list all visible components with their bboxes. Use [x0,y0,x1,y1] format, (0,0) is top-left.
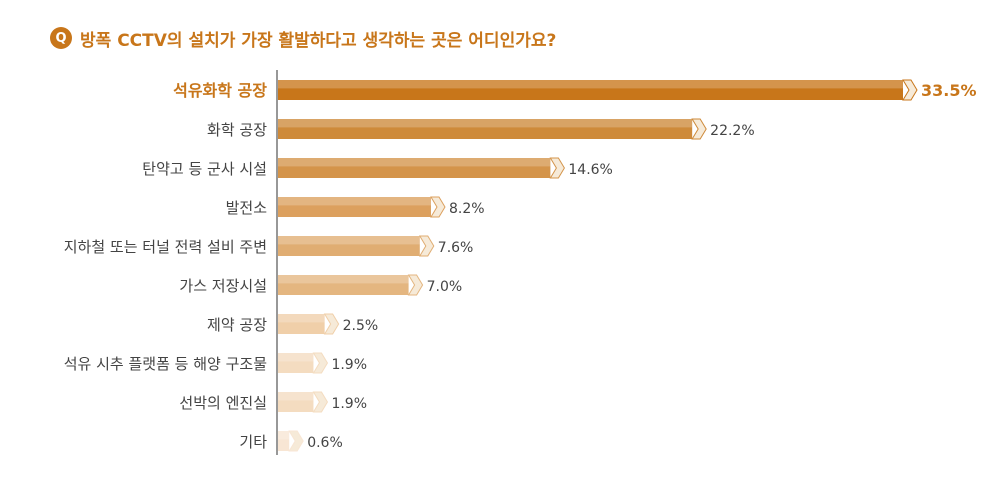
bar-cap-7 [323,313,340,335]
value-label-10: 0.6% [307,435,343,451]
category-label-4: 발전소 [226,199,268,217]
bar-shine-2 [278,119,693,128]
bar-shine-3 [278,158,551,167]
category-label-2: 화학 공장 [207,121,267,139]
bar-cap-6 [407,274,424,296]
bar-cap-2 [691,118,707,140]
bar-cap-4 [430,196,446,218]
question-badge: Q [50,27,72,49]
bar-cap-10 [288,430,304,452]
bar-shine-1 [278,80,903,89]
category-label-9: 선박의 엔진실 [179,394,267,412]
bar-5 [278,236,420,256]
category-label-6: 가스 저장시설 [179,277,267,295]
category-label-3: 탄약고 등 군사 시설 [142,160,267,178]
bar-cap-3 [549,157,565,179]
category-label-7: 제약 공장 [207,316,267,334]
question-title: 방폭 CCTV의 설치가 가장 활발하다고 생각하는 곳은 어디인가요? [80,30,557,51]
bar-shine-4 [278,197,431,206]
bar-cap-5 [418,235,435,257]
bar-shine-6 [278,275,409,284]
category-label-1: 석유화학 공장 [173,81,267,100]
bar-shine-9 [278,392,314,401]
value-label-4: 8.2% [449,201,485,217]
bar-7 [278,314,325,334]
bar-shine-7 [278,314,325,323]
bar-shine-5 [278,236,420,245]
value-label-9: 1.9% [331,396,367,412]
bar-3 [278,158,551,178]
question-title-row: Q 방폭 CCTV의 설치가 가장 활발하다고 생각하는 곳은 어디인가요? [50,24,556,52]
value-label-5: 7.6% [438,240,474,256]
category-label-10: 기타 [239,433,267,451]
bar-8 [278,353,314,373]
value-label-6: 7.0% [427,279,463,295]
bar-1 [278,80,903,100]
bar-9 [278,392,314,412]
value-label-3: 14.6% [568,162,612,178]
bar-cap-8 [312,352,329,374]
value-label-8: 1.9% [331,357,367,373]
value-label-1: 33.5% [921,81,977,100]
bar-2 [278,119,693,139]
value-label-2: 22.2% [710,123,754,139]
category-label-5: 지하철 또는 터널 전력 설비 주변 [64,238,267,256]
bar-10 [278,431,290,451]
value-label-7: 2.5% [343,318,379,334]
bar-shine-10 [278,431,290,440]
bar-cap-9 [312,391,329,413]
bar-cap-1 [902,79,918,101]
category-label-8: 석유 시추 플랫폼 등 해양 구조물 [64,355,267,373]
bar-6 [278,275,409,295]
bar-shine-8 [278,353,314,362]
bar-4 [278,197,431,217]
